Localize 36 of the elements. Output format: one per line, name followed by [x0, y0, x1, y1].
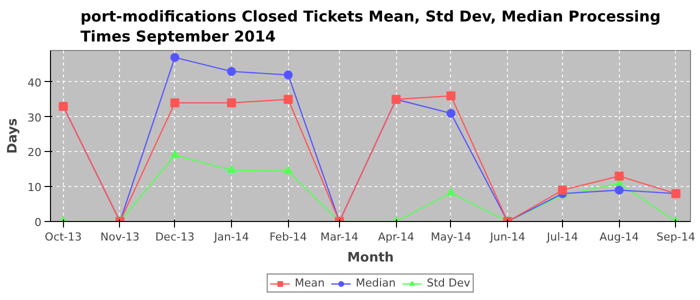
point [227, 98, 236, 108]
x-tick-label: Jul-14 [546, 230, 578, 244]
point [227, 66, 236, 76]
x-tick-label: May-14 [430, 230, 472, 244]
x-tick-label: Jun-14 [489, 230, 526, 244]
x-tick-label: Apr-14 [378, 230, 414, 244]
x-tick-label: Oct-13 [44, 230, 82, 244]
x-axis-title: Month [347, 250, 394, 266]
point [284, 166, 293, 174]
point [170, 52, 180, 62]
x-tick-label: Sep-14 [656, 230, 696, 244]
x-tick-label: Jan-14 [213, 230, 250, 244]
point [284, 94, 293, 104]
x-tick-label: Aug-14 [599, 230, 639, 244]
legend-label: Std Dev [426, 276, 470, 290]
y-tick-label: 10 [28, 181, 42, 194]
y-axis-title: Days [6, 118, 21, 154]
y-tick-label: 20 [28, 146, 42, 160]
point [446, 108, 456, 118]
y-tick-label: 40 [28, 76, 42, 90]
x-tick-label: Feb-14 [269, 230, 307, 244]
point [227, 165, 236, 174]
y-tick-label: 30 [28, 111, 42, 124]
point [284, 70, 293, 80]
point [170, 150, 180, 158]
x-tick-label: Nov-13 [100, 230, 140, 244]
chart-title: port-modifications Closed Tickets Mean, Std Dev, Median Processing Times September 2014 [80, 8, 661, 46]
legend-label: Mean [294, 276, 325, 290]
legend-label: Median [356, 276, 396, 290]
point [170, 98, 180, 108]
x-tick-label: Dec-13 [155, 230, 194, 244]
point [446, 91, 456, 100]
point [446, 188, 456, 196]
x-tick-label: Mar-14 [320, 230, 358, 244]
y-tick-label: 0 [34, 216, 42, 229]
point [614, 172, 624, 181]
